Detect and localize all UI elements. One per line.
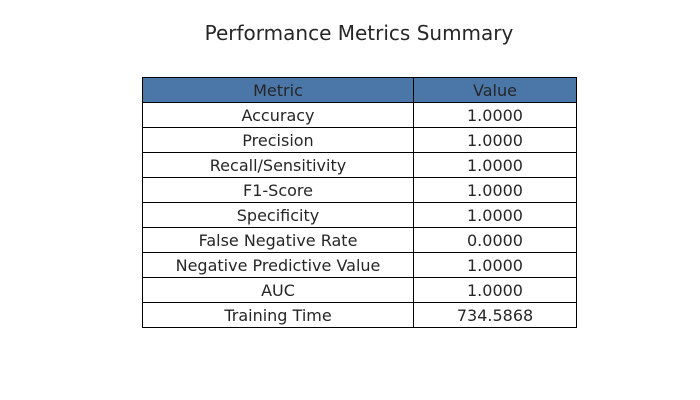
value-cell: 1.0000 xyxy=(413,177,577,203)
value-cell: 0.0000 xyxy=(413,227,577,253)
table-row: F1-Score 1.0000 xyxy=(142,177,577,203)
metric-cell: Specificity xyxy=(142,202,414,228)
metrics-table: Metric Value Accuracy 1.0000 Precision 1.00… xyxy=(142,77,577,328)
metric-cell: False Negative Rate xyxy=(142,227,414,253)
value-cell: 1.0000 xyxy=(413,127,577,153)
table-row: AUC 1.0000 xyxy=(142,277,577,303)
table-row: Training Time 734.5868 xyxy=(142,302,577,328)
table-body: Accuracy 1.0000 Precision 1.0000 Recall/Sens… xyxy=(142,102,577,328)
value-cell: 1.0000 xyxy=(413,102,577,128)
value-cell: 1.0000 xyxy=(413,277,577,303)
table-row: Negative Predictive Value 1.0000 xyxy=(142,252,577,278)
value-cell: 734.5868 xyxy=(413,302,577,328)
header-row: Metric Value xyxy=(142,77,577,103)
header-cell-metric: Metric xyxy=(142,77,414,103)
table-row: Specificity 1.0000 xyxy=(142,202,577,228)
value-cell: 1.0000 xyxy=(413,202,577,228)
table-title: Performance Metrics Summary xyxy=(204,21,514,45)
table-row: Recall/Sensitivity 1.0000 xyxy=(142,152,577,178)
header-cell-value: Value xyxy=(413,77,577,103)
metric-cell: Training Time xyxy=(142,302,414,328)
metric-cell: Accuracy xyxy=(142,102,414,128)
table-row: Accuracy 1.0000 xyxy=(142,102,577,128)
metric-cell: Negative Predictive Value xyxy=(142,252,414,278)
metric-cell: F1-Score xyxy=(142,177,414,203)
metric-cell: AUC xyxy=(142,277,414,303)
value-cell: 1.0000 xyxy=(413,252,577,278)
table-row: False Negative Rate 0.0000 xyxy=(142,227,577,253)
metric-cell: Precision xyxy=(142,127,414,153)
value-cell: 1.0000 xyxy=(413,152,577,178)
table-row: Precision 1.0000 xyxy=(142,127,577,153)
metric-cell: Recall/Sensitivity xyxy=(142,152,414,178)
